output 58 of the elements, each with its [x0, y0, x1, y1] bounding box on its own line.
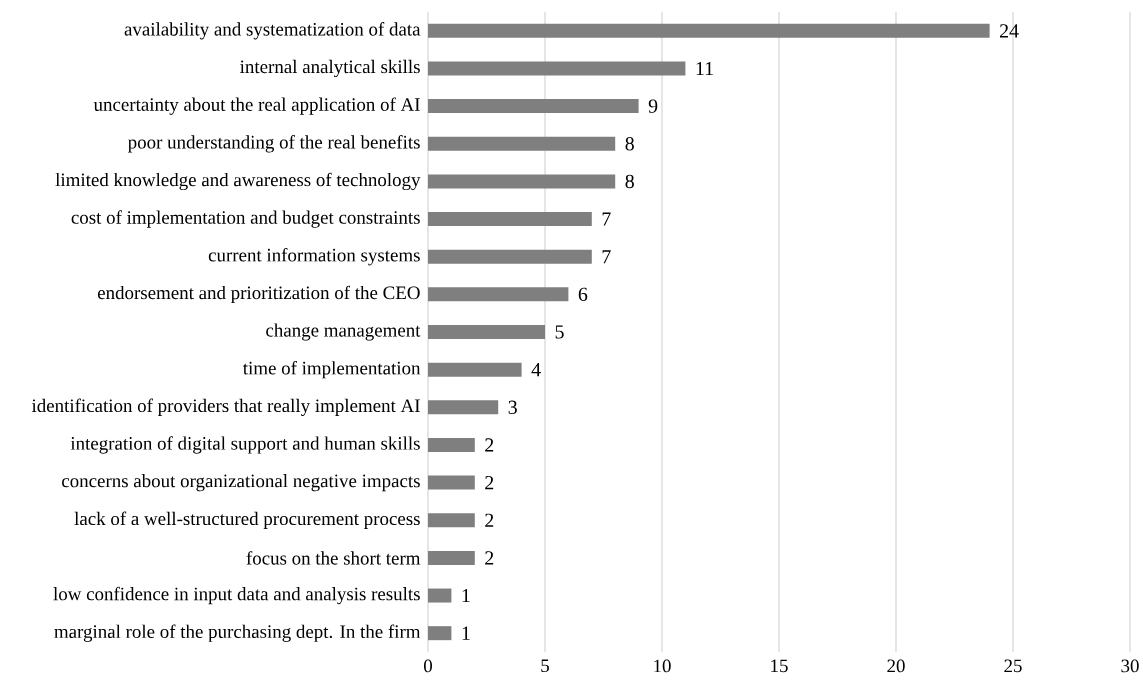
- bar: [428, 475, 475, 490]
- x-tick-label: 15: [771, 659, 788, 673]
- bar: [428, 61, 686, 76]
- x-tick-label: 5: [541, 659, 549, 673]
- bar: [428, 437, 475, 452]
- data-label: 2: [485, 551, 494, 565]
- y-tick-label: limited knowledge and awareness of technology: [55, 172, 421, 191]
- y-tick-label: endorsement and prioritization of the CEO: [97, 285, 420, 304]
- y-tick-label: current information systems: [208, 248, 420, 266]
- y-tick-label: lack of a well-structured procurement process: [74, 511, 420, 529]
- x-tick-label: 30: [1121, 659, 1139, 673]
- data-label: 7: [602, 212, 611, 226]
- data-label: 4: [531, 363, 541, 377]
- data-label: 2: [485, 513, 494, 527]
- bar: [428, 588, 452, 603]
- y-tick-label: identification of providers that really implement AI: [31, 398, 420, 416]
- y-tick-label: poor understanding of the real benefits: [128, 135, 420, 153]
- data-label: 7: [602, 250, 611, 264]
- bar: [428, 249, 592, 264]
- y-tick-label: availability and systematization of data: [124, 22, 421, 40]
- data-label: 5: [555, 325, 564, 339]
- data-label: 2: [485, 476, 494, 490]
- bar: [428, 325, 545, 339]
- bar: [428, 287, 569, 302]
- x-tick-label: 10: [654, 659, 671, 673]
- data-label: 6: [578, 287, 588, 302]
- y-tick-label: internal analytical skills: [240, 59, 420, 78]
- data-label: 2: [485, 438, 494, 452]
- x-tick-label: 0: [423, 659, 432, 673]
- x-tick-label: 20: [887, 659, 905, 673]
- data-label: 24: [1000, 24, 1019, 38]
- data-label: 8: [625, 137, 634, 151]
- data-label: 11: [696, 61, 713, 76]
- x-tick-label: 25: [1004, 659, 1022, 673]
- bar: [428, 400, 499, 415]
- bar: [428, 212, 592, 227]
- bar: [428, 626, 452, 641]
- bar: [428, 174, 616, 189]
- bar: [428, 136, 616, 151]
- data-label: 1: [462, 588, 470, 603]
- y-tick-label: change management: [266, 323, 421, 341]
- bar: [428, 513, 475, 528]
- bar: [428, 23, 990, 38]
- data-label: 1: [462, 626, 470, 640]
- y-tick-label: concerns about organizational negative impacts: [62, 473, 420, 492]
- bar: [428, 99, 639, 114]
- y-tick-label: integration of digital support and human skills: [70, 436, 420, 454]
- bar: [428, 362, 522, 377]
- data-label: 8: [625, 174, 634, 189]
- y-tick-label: time of implementation: [242, 360, 421, 379]
- y-tick-label: low confidence in input data and analysis results: [53, 586, 420, 605]
- y-tick-label: marginal role of the purchasing dept. In the firm: [54, 624, 421, 642]
- bar: [428, 550, 475, 565]
- y-tick-label: focus on the short term: [246, 551, 421, 565]
- data-label: 3: [508, 400, 517, 414]
- y-tick-label: uncertainty about the real application of AI: [93, 97, 420, 115]
- data-label: 9: [648, 99, 658, 113]
- y-tick-label: cost of implementation and budget constraints: [71, 210, 420, 228]
